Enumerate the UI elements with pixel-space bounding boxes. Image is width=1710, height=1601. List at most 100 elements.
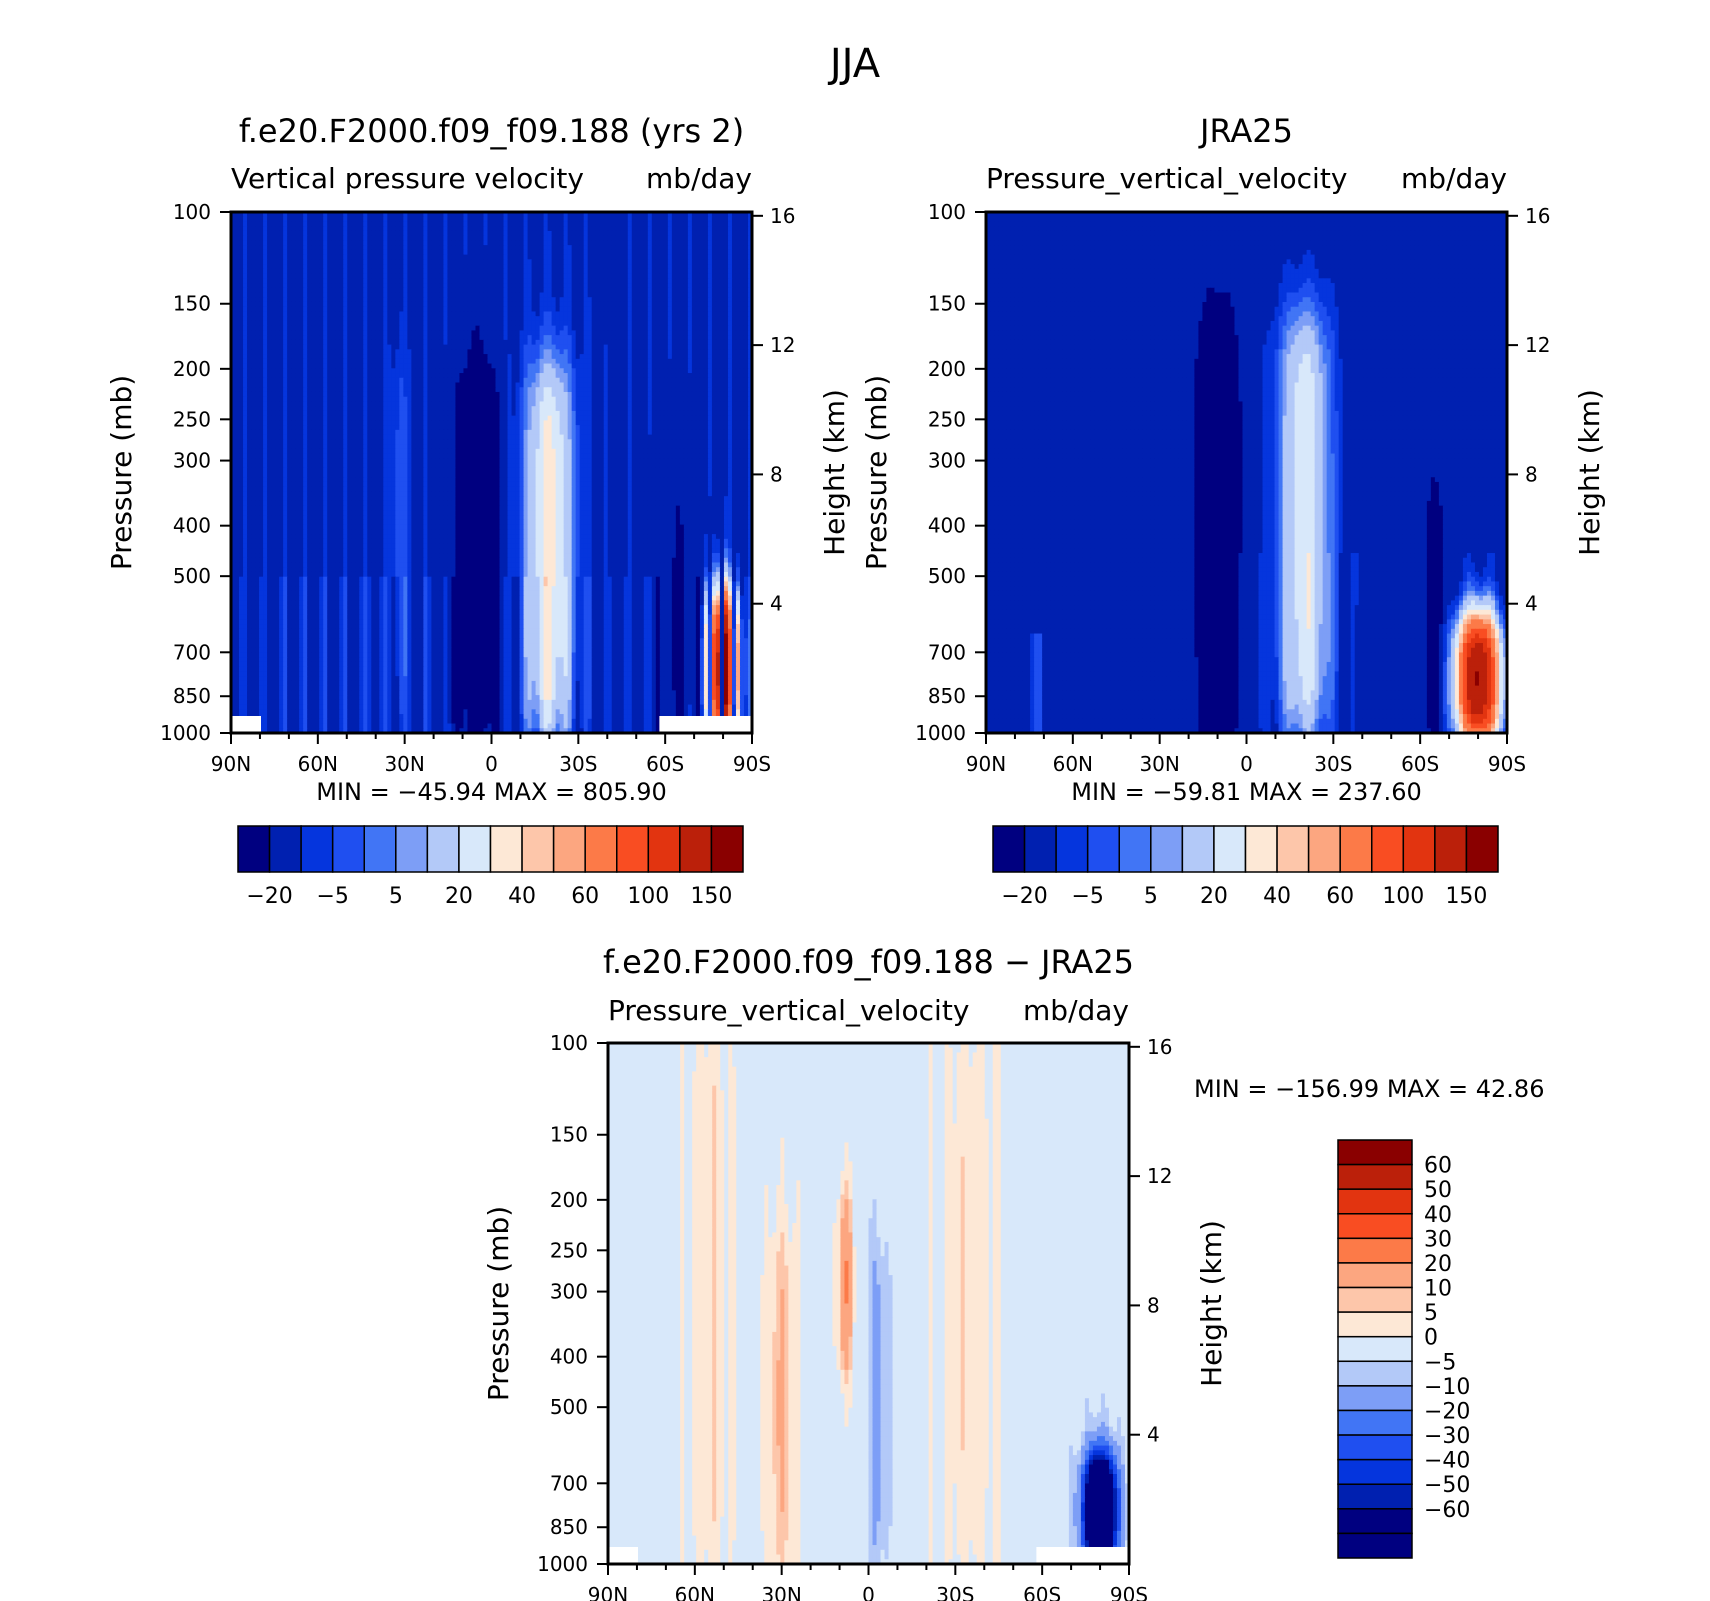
heatmap-cell <box>463 264 469 270</box>
heatmap-cell <box>535 221 541 227</box>
heatmap-cell <box>347 320 352 327</box>
heatmap-cell <box>287 358 292 365</box>
heatmap-cell <box>647 349 653 355</box>
heatmap-cell <box>707 344 713 350</box>
heatmap-cell <box>711 235 717 242</box>
heatmap-cell <box>323 382 328 388</box>
heatmap-cell <box>471 230 477 237</box>
heatmap-cell <box>631 226 637 232</box>
heatmap-cell <box>287 240 292 246</box>
heatmap-cell <box>703 254 709 260</box>
heatmap-cell <box>451 387 457 393</box>
heatmap-cell <box>475 245 481 251</box>
heatmap-cell <box>235 235 240 242</box>
heatmap-cell <box>311 249 316 256</box>
heatmap-cell <box>311 316 316 322</box>
heatmap-cell <box>339 339 344 346</box>
heatmap-cell <box>579 287 585 294</box>
heatmap-cell <box>715 283 721 289</box>
heatmap-cell <box>255 268 260 275</box>
heatmap-cell <box>243 377 248 384</box>
heatmap-cell <box>647 306 653 313</box>
heatmap-cell <box>255 377 260 384</box>
heatmap-cell <box>359 368 364 374</box>
heatmap-cell <box>555 382 561 388</box>
heatmap-cell <box>371 391 376 398</box>
heatmap-cell <box>695 320 701 327</box>
heatmap-cell <box>355 283 360 289</box>
heatmap-cell <box>683 245 689 251</box>
heatmap-cell <box>307 297 312 303</box>
heatmap-cell <box>459 297 465 303</box>
heatmap-cell <box>739 335 745 341</box>
heatmap-cell <box>423 382 428 388</box>
heatmap-cell <box>427 297 432 303</box>
heatmap-cell <box>615 363 621 369</box>
heatmap-cell <box>607 316 613 322</box>
heatmap-cell <box>287 292 292 298</box>
heatmap-cell <box>391 235 396 242</box>
heatmap-cell <box>323 344 328 350</box>
heatmap-cell <box>331 382 336 388</box>
heatmap-cell <box>663 297 669 303</box>
heatmap-cell <box>459 339 465 346</box>
heatmap-cell <box>523 368 529 374</box>
heatmap-cell <box>683 377 689 384</box>
heatmap-cell <box>611 344 617 350</box>
heatmap-cell <box>411 325 416 332</box>
heatmap-cell <box>263 273 268 279</box>
heatmap-cell <box>627 344 633 350</box>
heatmap-cell <box>295 268 300 275</box>
heatmap-cell <box>667 264 673 270</box>
heatmap-cell <box>339 306 344 313</box>
heatmap-cell <box>719 306 725 313</box>
heatmap-cell <box>687 226 693 232</box>
heatmap-cell <box>651 216 657 223</box>
heatmap-cell <box>239 226 244 232</box>
heatmap-cell <box>671 287 677 294</box>
heatmap-cell <box>451 212 457 218</box>
heatmap-cell <box>623 259 629 265</box>
heatmap-cell <box>519 230 525 237</box>
heatmap-cell <box>471 387 477 393</box>
heatmap-cell <box>515 283 521 289</box>
heatmap-cell <box>667 292 673 298</box>
heatmap-cell <box>275 249 280 256</box>
heatmap-cell <box>307 264 312 270</box>
heatmap-cell <box>567 264 573 270</box>
heatmap-cell <box>327 283 332 289</box>
heatmap-cell <box>435 320 440 327</box>
heatmap-cell <box>371 377 376 384</box>
heatmap-cell <box>519 254 525 260</box>
heatmap-cell <box>535 212 541 218</box>
heatmap-cell <box>323 240 328 246</box>
heatmap-cell <box>727 259 733 265</box>
heatmap-cell <box>655 335 661 341</box>
heatmap-cell <box>547 259 553 265</box>
heatmap-cell <box>607 320 613 327</box>
heatmap-cell <box>559 325 565 332</box>
heatmap-cell <box>387 273 392 279</box>
heatmap-cell <box>495 240 501 246</box>
heatmap-cell <box>691 245 697 251</box>
heatmap-cell <box>371 297 376 303</box>
heatmap-cell <box>315 278 320 284</box>
heatmap-cell <box>259 320 264 327</box>
heatmap-cell <box>655 368 661 374</box>
heatmap-cell <box>543 273 549 279</box>
heatmap-cell <box>431 254 436 260</box>
heatmap-cell <box>655 221 661 227</box>
heatmap-cell <box>231 391 236 398</box>
heatmap-cell <box>411 377 416 384</box>
heatmap-cell <box>247 254 252 260</box>
heatmap-cell <box>491 377 497 384</box>
heatmap-cell <box>619 349 625 355</box>
heatmap-cell <box>595 226 601 232</box>
heatmap-cell <box>427 235 432 242</box>
heatmap-cell <box>639 278 645 284</box>
heatmap-cell <box>367 245 372 251</box>
heatmap-cell <box>723 349 729 355</box>
heatmap-cell <box>287 306 292 313</box>
heatmap-cell <box>519 311 525 317</box>
heatmap-cell <box>699 278 705 284</box>
